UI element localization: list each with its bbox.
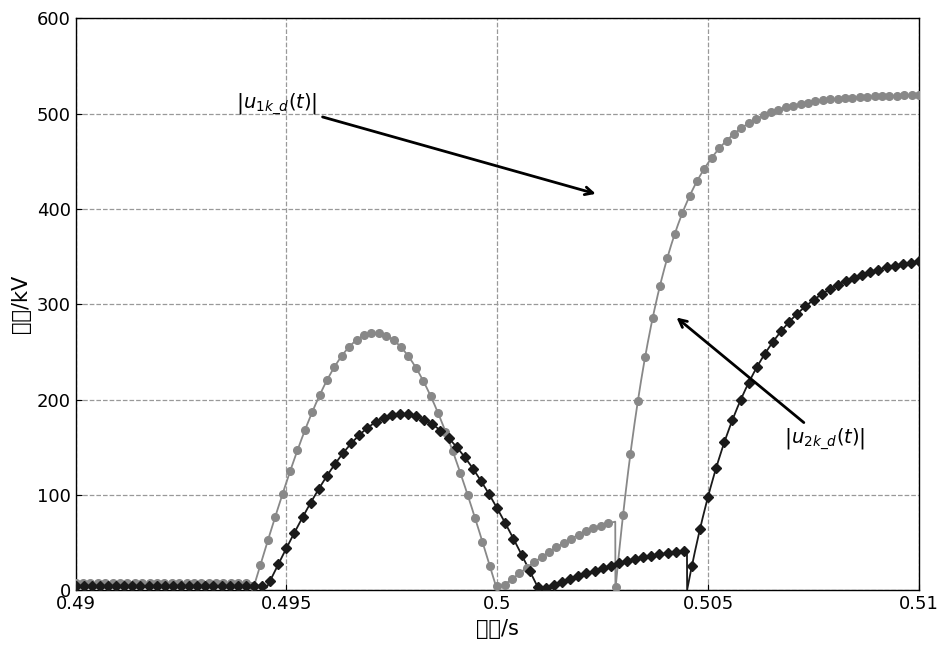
Text: $\left|u_{2k\_d}\left(t\right)\right|$: $\left|u_{2k\_d}\left(t\right)\right|$ xyxy=(679,320,865,452)
X-axis label: 时间/s: 时间/s xyxy=(476,619,519,639)
Text: $\left|u_{1k\_d}\left(t\right)\right|$: $\left|u_{1k\_d}\left(t\right)\right|$ xyxy=(236,91,593,194)
Y-axis label: 电压/kV: 电压/kV xyxy=(11,275,31,333)
